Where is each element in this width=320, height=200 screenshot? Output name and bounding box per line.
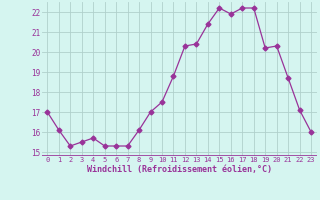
X-axis label: Windchill (Refroidissement éolien,°C): Windchill (Refroidissement éolien,°C) <box>87 165 272 174</box>
